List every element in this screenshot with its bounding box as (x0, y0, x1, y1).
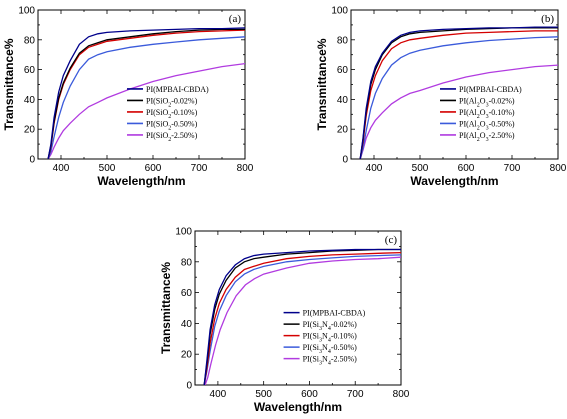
x-tick-label: 800 (237, 163, 254, 174)
series-line-3 (47, 36, 245, 159)
legend: PI(MPBAI-CBDA) PI(SiO2-0.02%)PI(SiO2-0.10… (127, 85, 209, 143)
legend: PI(MPBAI-CBDA)PI(Al2O3-0.02%)PI(Al2O3-0.… (440, 85, 522, 143)
y-tick-label: 80 (337, 35, 349, 46)
x-tick-label: 400 (53, 163, 70, 174)
y-tick-label: 100 (18, 6, 35, 17)
x-axis-title: Wavelength/nm (97, 174, 185, 188)
series-line-4 (359, 64, 558, 159)
series-lines (359, 26, 558, 159)
chart-panel-b: 400 500 600 700 800 0 20 40 60 80 100 Wavelength/nm… (315, 6, 567, 189)
y-tick-label: 20 (337, 125, 349, 136)
y-tick-label: 100 (175, 227, 192, 238)
legend-entry: PI(Al2O3-2.50%) (459, 131, 515, 143)
y-tick-label: 60 (181, 288, 193, 299)
y-axis-title: Transmittance% (159, 262, 173, 354)
series-lines (47, 27, 245, 159)
legend-entry: PI(MPBAI-CBDA) (303, 309, 366, 318)
x-tick-label: 600 (301, 389, 318, 400)
y-tick-label: 80 (181, 257, 193, 268)
panel-label: (c) (385, 234, 398, 246)
legend-entry: PI(Al2O3-0.50%) (459, 119, 515, 131)
series-line-0 (203, 248, 401, 385)
series-lines (203, 248, 401, 385)
x-tick-label: 800 (550, 163, 567, 174)
chart-panel-a: 400 500 600 700 800 0 20 40 60 80 100 Wavelength/nm… (2, 6, 254, 189)
legend-entry: PI(SiO2-0.10%) (146, 108, 198, 120)
series-line-4 (204, 256, 401, 385)
y-tick-label: 40 (181, 319, 193, 330)
panel-label: (b) (541, 13, 554, 25)
x-tick-label: 700 (504, 163, 521, 174)
series-line-1 (47, 28, 245, 159)
plot-frame (350, 9, 559, 160)
series-line-4 (47, 62, 245, 159)
legend: PI(MPBAI-CBDA)PI(Si3N4-0.02%)PI(Si3N4-0.… (283, 309, 366, 367)
y-tick-label: 100 (331, 6, 348, 17)
series-line-1 (203, 248, 401, 385)
legend-entry: PI(MPBAI-CBDA) (146, 85, 209, 94)
y-tick-label: 0 (186, 381, 192, 392)
y-tick-label: 80 (24, 35, 36, 46)
x-axis-title: Wavelength/nm (254, 400, 342, 414)
y-tick-label: 0 (342, 155, 348, 166)
y-axis-title: Transmittance% (315, 38, 329, 130)
y-tick-label: 60 (24, 65, 36, 76)
plot-frame (37, 9, 246, 160)
series-line-2 (359, 30, 558, 159)
legend-entry: PI(SiO2-0.50%) (146, 119, 198, 131)
x-tick-label: 700 (347, 389, 364, 400)
y-tick-label: 40 (24, 95, 36, 106)
legend-entry: PI(Si3N4-0.02%) (303, 320, 358, 332)
y-tick-label: 40 (337, 95, 349, 106)
x-tick-label: 600 (458, 163, 475, 174)
legend-entry: PI(SiO2-2.50%) (146, 131, 198, 143)
series-line-2 (203, 251, 401, 385)
panel-label: (a) (229, 13, 242, 25)
series-line-0 (47, 27, 245, 159)
x-tick-label: 500 (99, 163, 116, 174)
x-tick-label: 500 (255, 389, 272, 400)
series-line-3 (359, 36, 558, 159)
x-tick-label: 800 (393, 389, 410, 400)
x-axis-title: Wavelength/nm (410, 174, 498, 188)
series-line-0 (359, 26, 558, 159)
legend-entry: PI(Al2O3-0.02%) (459, 96, 515, 108)
y-tick-label: 0 (29, 155, 35, 166)
y-tick-label: 20 (181, 350, 193, 361)
legend-entry: PI(Si3N4-2.50%) (303, 355, 358, 367)
x-tick-label: 400 (210, 389, 227, 400)
legend-entry: PI(Si3N4-0.10%) (303, 332, 358, 344)
legend-entry: PI(Si3N4-0.50%) (303, 343, 358, 355)
y-tick-label: 20 (24, 125, 36, 136)
legend-entry: PI(Al2O3-0.10%) (459, 108, 515, 120)
x-tick-label: 700 (191, 163, 208, 174)
y-tick-label: 60 (337, 65, 349, 76)
legend-entry: PI(SiO2-0.02%) (146, 96, 198, 108)
chart-panel-c: 400 500 600 700 800 0 20 40 60 80 100 Wavelength/nm… (159, 227, 410, 415)
legend-entry: PI(MPBAI-CBDA) (459, 85, 522, 94)
x-tick-label: 500 (412, 163, 429, 174)
x-tick-label: 600 (145, 163, 162, 174)
series-line-3 (203, 254, 401, 385)
y-axis-title: Transmittance% (2, 38, 16, 130)
x-tick-label: 400 (366, 163, 383, 174)
